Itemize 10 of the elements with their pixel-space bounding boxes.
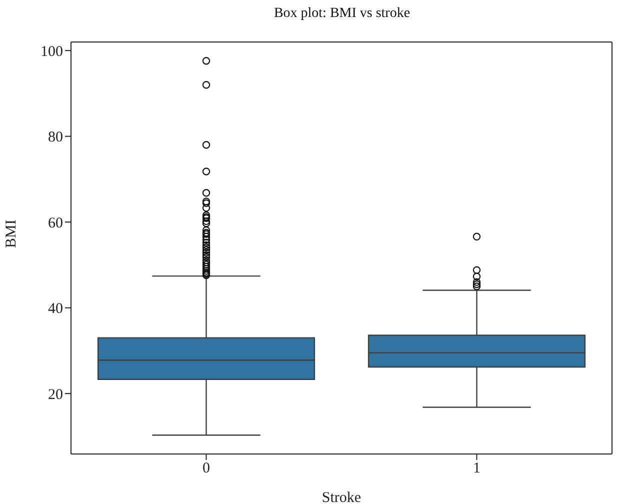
x-axis-title: Stroke [322,490,362,504]
y-tick-label: 40 [48,301,63,318]
y-axis-title: BMI [3,220,20,248]
y-tick-label: 20 [48,386,63,403]
y-tick-label: 100 [40,44,63,60]
x-tick-label: 0 [202,460,210,477]
y-tick-label: 80 [48,130,63,146]
y-tick-label: 60 [48,215,63,232]
chart-title: Box plot: BMI vs stroke [272,6,412,22]
x-tick-label: 1 [473,460,480,477]
